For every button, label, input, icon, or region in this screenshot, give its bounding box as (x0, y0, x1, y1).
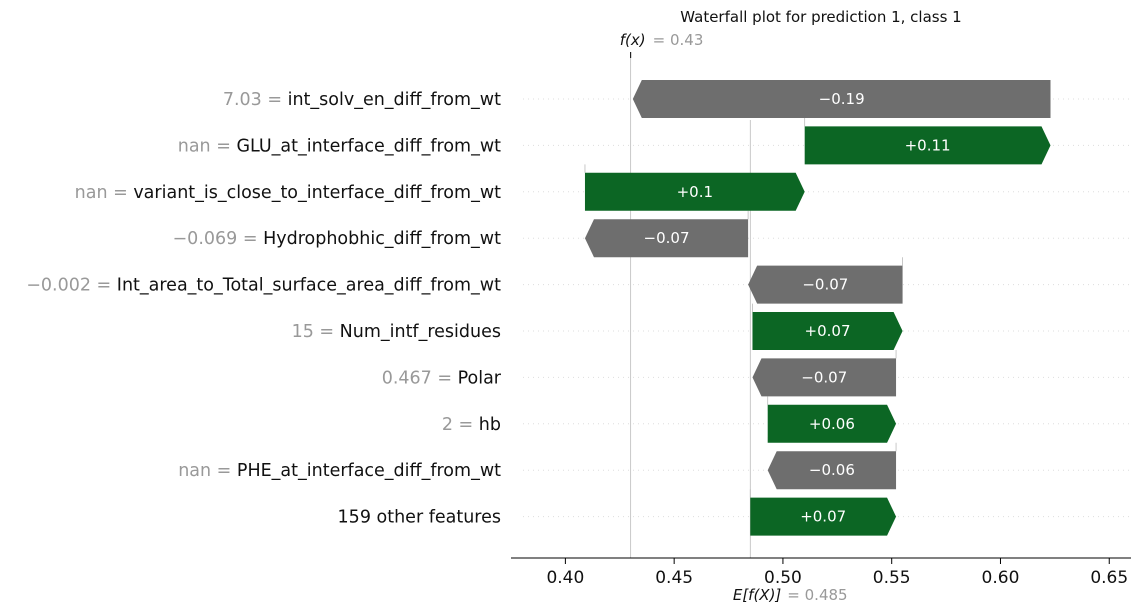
base-value: = 0.485 (787, 586, 847, 604)
waterfall-bar (767, 451, 897, 490)
feature-value: nan = (178, 461, 237, 481)
feature-name: Hydrophobhic_diff_from_wt (263, 229, 501, 249)
feature-value: nan = (178, 136, 237, 156)
feature-name: GLU_at_interface_diff_from_wt (236, 136, 501, 156)
feature-name: hb (479, 415, 501, 435)
feature-label: 15 = Num_intf_residues (292, 322, 501, 342)
feature-name: variant_is_close_to_interface_diff_from_… (133, 183, 501, 203)
feature-name: Int_area_to_Total_surface_area_diff_from… (117, 276, 501, 296)
waterfall-bar (752, 312, 903, 350)
base-annotation: E[f(X)] = 0.485 (733, 586, 848, 604)
bar-value-label: −0.06 (809, 461, 855, 479)
bar-value-label: +0.11 (905, 136, 951, 154)
feature-label: nan = PHE_at_interface_diff_from_wt (178, 461, 501, 481)
feature-value: 2 = (442, 415, 479, 435)
chart-title: Waterfall plot for prediction 1, class 1 (680, 8, 961, 26)
feature-name: PHE_at_interface_diff_from_wt (237, 461, 501, 481)
x-ticks: 0.40 0.45 0.50 0.55 0.60 0.65 (546, 558, 1128, 588)
x-tick-label: 0.40 (546, 568, 584, 588)
bar-value-label: −0.07 (644, 229, 690, 247)
waterfall-bar (748, 265, 903, 304)
x-tick-label: 0.50 (764, 568, 802, 588)
feature-label: nan = GLU_at_interface_diff_from_wt (178, 136, 501, 156)
fx-annotation: f(x) = 0.43 (620, 31, 704, 49)
feature-value: 0.467 = (382, 368, 458, 388)
feature-value: −0.069 = (173, 229, 264, 249)
bar-value-label: −0.19 (819, 90, 865, 108)
waterfall-bar (804, 126, 1051, 165)
x-tick-label: 0.55 (873, 568, 911, 588)
feature-name: Polar (458, 368, 502, 388)
waterfall-bar (752, 358, 897, 397)
feature-value: 7.03 = (223, 90, 288, 110)
feature-label: 0.467 = Polar (382, 368, 502, 388)
reference-lines (630, 52, 751, 558)
bar-value-label: −0.07 (802, 276, 848, 294)
feature-name: int_solv_en_diff_from_wt (288, 90, 502, 110)
feature-name: Num_intf_residues (340, 322, 501, 342)
bars-group: −0.19 +0.11 +0.1 −0.07 −0.07 +0.07 −0.07 +0.06 −… (584, 80, 1051, 536)
waterfall-bar (767, 404, 897, 443)
x-tick-label: 0.65 (1090, 568, 1128, 588)
feature-value: nan = (75, 183, 134, 203)
waterfall-bar (584, 172, 805, 211)
fx-value: = 0.43 (653, 31, 704, 49)
x-tick-label: 0.45 (655, 568, 693, 588)
bar-value-label: +0.07 (800, 508, 846, 526)
x-axis: 0.40 0.45 0.50 0.55 0.60 0.65 (511, 557, 1131, 588)
waterfall-bar (584, 219, 749, 258)
base-label: E[f(X)] (733, 586, 782, 604)
waterfall-bar (750, 497, 897, 536)
fx-label: f(x) (620, 31, 646, 49)
feature-value: 15 = (292, 322, 340, 342)
feature-label: 2 = hb (442, 415, 501, 435)
feature-label: 159 other features (338, 508, 501, 528)
bar-value-label: +0.1 (677, 183, 713, 201)
feature-label: −0.069 = Hydrophobhic_diff_from_wt (173, 229, 502, 249)
feature-label: 7.03 = int_solv_en_diff_from_wt (223, 90, 501, 110)
feature-label: −0.002 = Int_area_to_Total_surface_area_… (26, 276, 501, 296)
waterfall-bar (632, 80, 1051, 118)
bar-value-label: −0.07 (801, 368, 847, 386)
feature-label: nan = variant_is_close_to_interface_diff… (75, 183, 502, 203)
feature-value: −0.002 = (26, 276, 117, 296)
x-tick-label: 0.60 (982, 568, 1020, 588)
bar-value-label: +0.06 (809, 415, 855, 433)
bar-value-label: +0.07 (805, 322, 851, 340)
feature-name: 159 other features (338, 508, 501, 528)
